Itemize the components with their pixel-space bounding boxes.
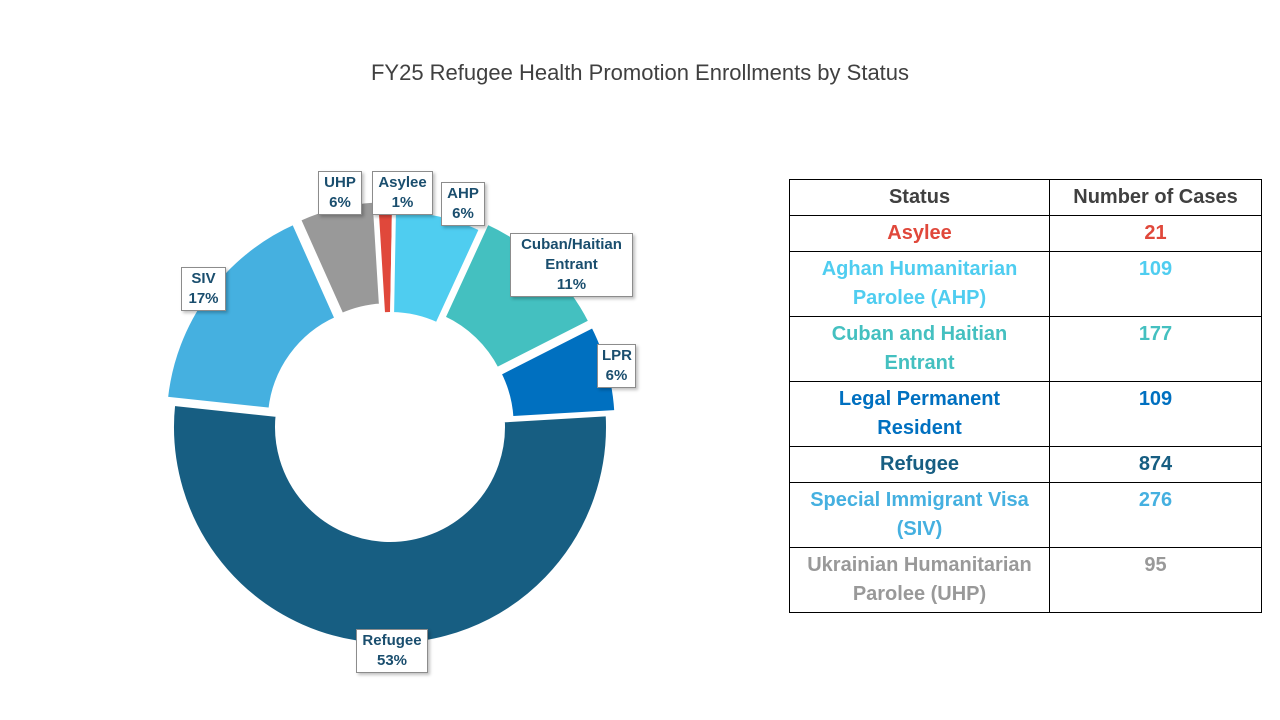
table-row: Aghan Humanitarian Parolee (AHP) 109: [789, 251, 1262, 317]
slice-siv: [163, 220, 340, 412]
chart-title: FY25 Refugee Health Promotion Enrollment…: [370, 60, 910, 85]
cases-cell: 109: [1049, 381, 1262, 447]
status-cell: Cuban and Haitian Entrant: [789, 316, 1050, 382]
table-header-row: Status Number of Cases: [789, 179, 1262, 216]
cases-column-header: Number of Cases: [1049, 179, 1262, 216]
data-label-percent: 53%: [376, 652, 408, 669]
cases-cell: 109: [1049, 251, 1262, 317]
data-label-siv: SIV 17%: [181, 267, 226, 311]
data-label-percent: 1%: [391, 194, 414, 211]
cases-cell: 21: [1049, 215, 1262, 252]
slice-refugee: [170, 401, 610, 648]
cases-cell: 95: [1049, 547, 1262, 613]
data-label-percent: 6%: [452, 205, 474, 222]
table-row: Refugee 874: [789, 446, 1262, 483]
data-label-name: Cuban/Haitian Entrant: [521, 236, 622, 273]
status-column-header: Status: [789, 179, 1050, 216]
status-cell: Special Immigrant Visa (SIV): [789, 482, 1050, 548]
data-label-name: Asylee: [378, 174, 427, 191]
data-label-percent: 6%: [329, 194, 351, 211]
data-label-percent: 11%: [556, 276, 587, 293]
cases-cell: 874: [1049, 446, 1262, 483]
data-label-name: LPR: [602, 347, 632, 364]
status-cell: Ukrainian Humanitarian Parolee (UHP): [789, 547, 1050, 613]
status-cell: Asylee: [789, 215, 1050, 252]
table-row: Legal Permanent Resident 109: [789, 381, 1262, 447]
data-label-name: AHP: [447, 185, 479, 202]
data-label-name: Refugee: [362, 632, 422, 649]
data-label-percent: 17%: [188, 290, 219, 307]
cases-cell: 276: [1049, 482, 1262, 548]
status-table: Status Number of Cases Asylee 21 Aghan Hum…: [789, 179, 1262, 613]
data-label-lpr: LPR 6%: [597, 344, 636, 388]
donut-chart: [163, 200, 617, 648]
data-label-name: SIV: [191, 270, 216, 287]
data-label-refugee: Refugee 53%: [356, 629, 428, 673]
table-row: Ukrainian Humanitarian Parolee (UHP) 95: [789, 547, 1262, 613]
status-cell: Aghan Humanitarian Parolee (AHP): [789, 251, 1050, 317]
data-label-asylee: Asylee 1%: [372, 171, 433, 215]
data-label-name: UHP: [324, 174, 356, 191]
data-label-uhp: UHP 6%: [318, 171, 362, 215]
data-label-percent: 6%: [605, 367, 628, 384]
table-row: Asylee 21: [789, 215, 1262, 252]
data-label-ahp: AHP 6%: [441, 182, 485, 226]
status-cell: Legal Permanent Resident: [789, 381, 1050, 447]
table-row: Cuban and Haitian Entrant 177: [789, 316, 1262, 382]
cases-cell: 177: [1049, 316, 1262, 382]
data-label-cuban-haitian-entrant: Cuban/Haitian Entrant 11%: [510, 233, 633, 297]
status-cell: Refugee: [789, 446, 1050, 483]
table-row: Special Immigrant Visa (SIV) 276: [789, 482, 1262, 548]
